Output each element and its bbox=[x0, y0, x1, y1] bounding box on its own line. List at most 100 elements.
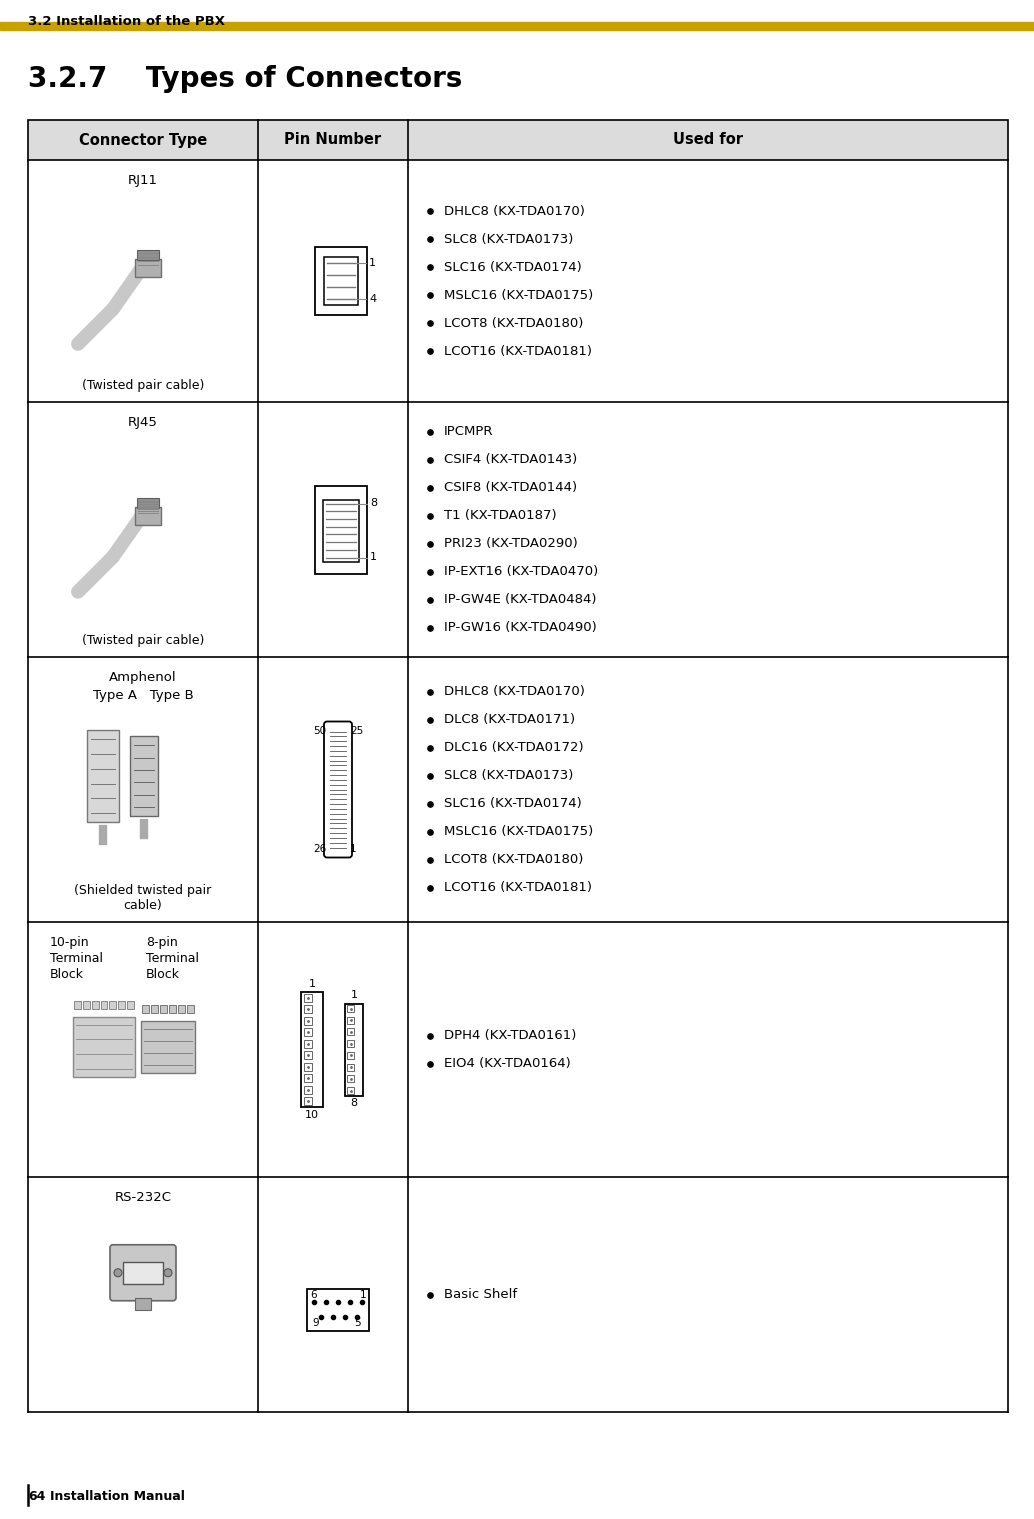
Text: PRI23 (KX-TDA0290): PRI23 (KX-TDA0290) bbox=[444, 538, 578, 550]
Text: Block: Block bbox=[146, 968, 180, 981]
Text: SLC16 (KX-TDA0174): SLC16 (KX-TDA0174) bbox=[444, 260, 582, 273]
Text: 10-pin: 10-pin bbox=[50, 936, 90, 949]
Bar bbox=[347, 1088, 354, 1094]
Text: 8: 8 bbox=[351, 1098, 358, 1109]
Text: Connector Type: Connector Type bbox=[79, 132, 207, 147]
Text: MSLC16 (KX-TDA0175): MSLC16 (KX-TDA0175) bbox=[444, 825, 594, 838]
Text: 1: 1 bbox=[349, 843, 357, 854]
Bar bbox=[304, 1097, 312, 1104]
Text: 50: 50 bbox=[313, 726, 326, 735]
Bar bbox=[110, 1001, 116, 1009]
Bar bbox=[136, 498, 159, 507]
Text: Terminal: Terminal bbox=[146, 952, 199, 965]
Text: DHLC8 (KX-TDA0170): DHLC8 (KX-TDA0170) bbox=[444, 685, 585, 699]
Bar bbox=[169, 1004, 176, 1013]
Bar bbox=[347, 1006, 354, 1012]
Circle shape bbox=[164, 1268, 172, 1277]
Text: LCOT16 (KX-TDA0181): LCOT16 (KX-TDA0181) bbox=[444, 345, 592, 357]
Bar bbox=[178, 1004, 185, 1013]
Text: 8-pin: 8-pin bbox=[146, 936, 178, 949]
Text: 6: 6 bbox=[310, 1291, 316, 1300]
Bar bbox=[187, 1004, 194, 1013]
Bar bbox=[324, 257, 358, 305]
Bar bbox=[304, 1051, 312, 1059]
Bar bbox=[315, 248, 367, 314]
Bar bbox=[304, 1028, 312, 1036]
Text: 3.2.7    Types of Connectors: 3.2.7 Types of Connectors bbox=[28, 65, 462, 93]
Bar bbox=[100, 1001, 108, 1009]
Text: CSIF4 (KX-TDA0143): CSIF4 (KX-TDA0143) bbox=[444, 453, 577, 466]
Text: IP-GW4E (KX-TDA0484): IP-GW4E (KX-TDA0484) bbox=[444, 592, 597, 606]
Text: SLC16 (KX-TDA0174): SLC16 (KX-TDA0174) bbox=[444, 797, 582, 810]
Text: 8: 8 bbox=[370, 498, 377, 509]
Bar bbox=[347, 1063, 354, 1071]
Text: 26: 26 bbox=[312, 843, 326, 854]
Text: LCOT16 (KX-TDA0181): LCOT16 (KX-TDA0181) bbox=[444, 881, 592, 895]
Text: IP-GW16 (KX-TDA0490): IP-GW16 (KX-TDA0490) bbox=[444, 621, 597, 633]
Text: RJ45: RJ45 bbox=[128, 416, 158, 428]
Text: (Twisted pair cable): (Twisted pair cable) bbox=[82, 633, 204, 647]
Text: Basic Shelf: Basic Shelf bbox=[444, 1288, 517, 1300]
Text: DLC8 (KX-TDA0171): DLC8 (KX-TDA0171) bbox=[444, 712, 575, 726]
Text: CSIF8 (KX-TDA0144): CSIF8 (KX-TDA0144) bbox=[444, 482, 577, 494]
Text: RS-232C: RS-232C bbox=[115, 1191, 172, 1205]
Bar bbox=[0, 21, 1034, 30]
Text: 1: 1 bbox=[370, 553, 377, 562]
Bar bbox=[345, 1004, 363, 1095]
Bar bbox=[135, 258, 161, 276]
Text: SLC8 (KX-TDA0173): SLC8 (KX-TDA0173) bbox=[444, 232, 574, 246]
Bar bbox=[127, 1001, 134, 1009]
Text: Block: Block bbox=[50, 968, 84, 981]
Bar bbox=[136, 251, 159, 260]
Text: IP-EXT16 (KX-TDA0470): IP-EXT16 (KX-TDA0470) bbox=[444, 565, 599, 579]
Bar bbox=[347, 1041, 354, 1047]
Text: 5: 5 bbox=[355, 1318, 361, 1329]
Text: Installation Manual: Installation Manual bbox=[50, 1490, 185, 1504]
Text: 1: 1 bbox=[308, 980, 315, 989]
Bar bbox=[304, 1074, 312, 1082]
Text: Terminal: Terminal bbox=[50, 952, 103, 965]
Bar bbox=[73, 1016, 135, 1077]
Text: 1: 1 bbox=[360, 1291, 366, 1300]
Bar bbox=[92, 1001, 98, 1009]
Bar bbox=[304, 993, 312, 1003]
Text: 3.2 Installation of the PBX: 3.2 Installation of the PBX bbox=[28, 15, 225, 27]
Bar bbox=[347, 1016, 354, 1024]
FancyBboxPatch shape bbox=[130, 737, 158, 816]
Bar bbox=[151, 1004, 158, 1013]
Text: RJ11: RJ11 bbox=[128, 175, 158, 187]
Text: Type A   Type B: Type A Type B bbox=[93, 690, 193, 702]
Bar bbox=[135, 507, 161, 524]
Bar bbox=[347, 1075, 354, 1082]
Text: EIO4 (KX-TDA0164): EIO4 (KX-TDA0164) bbox=[444, 1057, 571, 1069]
Text: 10: 10 bbox=[305, 1110, 320, 1120]
Text: SLC8 (KX-TDA0173): SLC8 (KX-TDA0173) bbox=[444, 769, 574, 782]
Bar bbox=[304, 1016, 312, 1025]
Bar bbox=[315, 486, 367, 574]
Text: DLC16 (KX-TDA0172): DLC16 (KX-TDA0172) bbox=[444, 741, 583, 753]
Text: 25: 25 bbox=[349, 726, 363, 735]
FancyBboxPatch shape bbox=[87, 731, 119, 822]
Bar bbox=[160, 1004, 168, 1013]
Text: 4: 4 bbox=[369, 295, 376, 304]
Bar bbox=[74, 1001, 81, 1009]
Bar bbox=[323, 500, 359, 562]
FancyBboxPatch shape bbox=[110, 1244, 176, 1300]
Text: IPCMPR: IPCMPR bbox=[444, 425, 493, 437]
Bar bbox=[347, 1028, 354, 1036]
Text: Used for: Used for bbox=[673, 132, 743, 147]
Text: 64: 64 bbox=[28, 1490, 45, 1504]
Text: 1: 1 bbox=[369, 258, 376, 267]
Bar bbox=[123, 1262, 163, 1284]
Text: MSLC16 (KX-TDA0175): MSLC16 (KX-TDA0175) bbox=[444, 289, 594, 301]
Bar bbox=[304, 1041, 312, 1048]
Text: LCOT8 (KX-TDA0180): LCOT8 (KX-TDA0180) bbox=[444, 854, 583, 866]
Text: T1 (KX-TDA0187): T1 (KX-TDA0187) bbox=[444, 509, 556, 523]
Text: LCOT8 (KX-TDA0180): LCOT8 (KX-TDA0180) bbox=[444, 316, 583, 330]
Bar bbox=[301, 992, 323, 1107]
Bar bbox=[307, 1288, 369, 1331]
Text: DPH4 (KX-TDA0161): DPH4 (KX-TDA0161) bbox=[444, 1028, 576, 1042]
Bar bbox=[141, 1021, 195, 1072]
Bar bbox=[83, 1001, 90, 1009]
Text: (Shielded twisted pair
cable): (Shielded twisted pair cable) bbox=[74, 884, 212, 911]
